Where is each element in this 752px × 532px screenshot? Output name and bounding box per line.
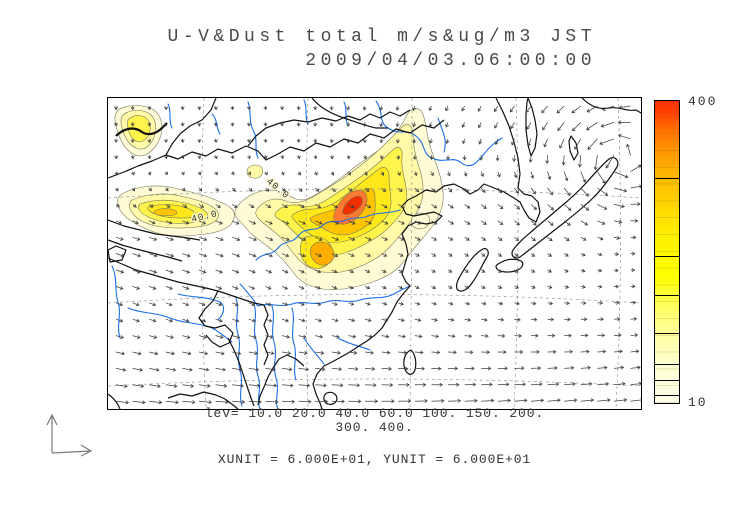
colorbar-tick xyxy=(655,294,679,296)
dust-shading xyxy=(114,105,444,290)
colorbar-tick xyxy=(655,395,679,397)
colorbar-min-label: 10 xyxy=(688,395,708,410)
y-axis-arrow-icon xyxy=(46,413,58,453)
plot-timestamp: 2009/04/03.06:00:00 xyxy=(305,51,596,71)
map-canvas: 40.0 40.0 xyxy=(108,98,641,409)
colorbar-max-label: 400 xyxy=(688,94,718,109)
plot-title: U-V&Dust total m/s&ug/m3 JST xyxy=(167,27,596,47)
x-axis-arrow-icon xyxy=(51,444,93,457)
colorbar xyxy=(654,100,680,404)
colorbar-tick xyxy=(655,255,679,257)
colorbar-tick xyxy=(655,333,679,335)
vector-units-caption: XUNIT = 6.000E+01, YUNIT = 6.000E+01 xyxy=(217,452,532,467)
coastlines xyxy=(108,98,641,409)
contour-levels-caption-line1: lev= 10.0 20.0 40.0 60.0 100. 150. 200. xyxy=(204,406,545,421)
colorbar-tick xyxy=(655,379,679,381)
map-panel: 40.0 40.0 xyxy=(107,97,642,410)
rivers xyxy=(111,99,503,409)
contour-levels-caption-line2: 300. 400. xyxy=(335,420,414,435)
vector-scale-arrows xyxy=(46,413,93,457)
wind-vectors xyxy=(113,105,641,405)
colorbar-tick xyxy=(655,364,679,366)
colorbar-tick xyxy=(655,178,679,180)
